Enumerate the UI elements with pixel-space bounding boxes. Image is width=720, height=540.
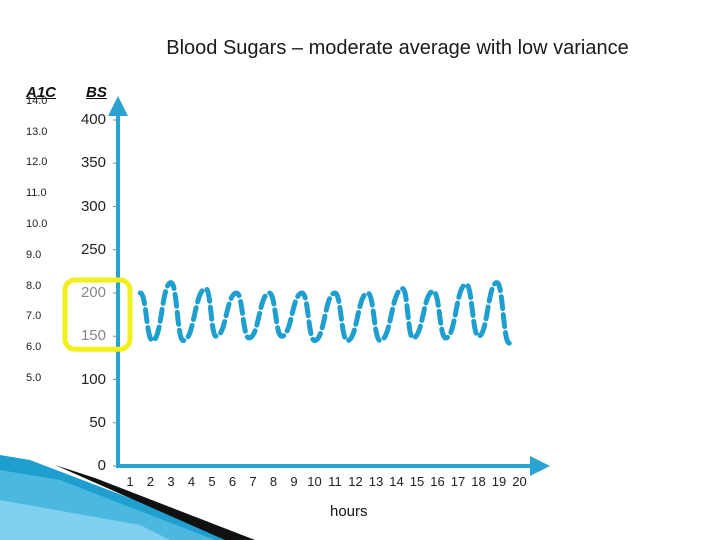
a1c-tick-label: 14.0 [26, 94, 48, 107]
x-tick-label: 15 [409, 474, 425, 489]
x-tick-label: 12 [348, 474, 363, 489]
x-tick-label: 11 [328, 474, 342, 489]
a1c-tick-label: 10.0 [26, 217, 48, 230]
a1c-tick-label: 13.0 [26, 125, 48, 138]
bs-tick-label: 50 [89, 413, 106, 431]
x-tick-label: 10 [307, 474, 322, 489]
a1c-tick-label: 11.0 [26, 187, 47, 200]
x-tick-label: 14 [389, 474, 404, 489]
x-axis-label: hours [330, 503, 368, 520]
a1c-tick-label: 7.0 [26, 310, 42, 323]
x-tick-label: 20 [512, 474, 527, 489]
a1c-tick-label: 12.0 [26, 156, 48, 169]
x-tick-label: 4 [187, 474, 196, 489]
bs-tick-label: 400 [80, 111, 106, 128]
bs-axis-label: BS [86, 84, 107, 101]
bs-tick-label: 0 [97, 457, 106, 474]
a1c-tick-label: 9.0 [26, 248, 42, 261]
bs-tick-label: 300 [80, 197, 106, 215]
x-tick-label: 18 [471, 474, 486, 489]
x-tick-label: 6 [228, 474, 237, 489]
x-tick-label: 7 [249, 474, 257, 489]
bs-tick-label: 150 [80, 327, 106, 345]
x-tick-label: 1 [126, 474, 134, 489]
a1c-tick-label: 5.0 [26, 371, 42, 384]
bs-tick-label: 100 [80, 370, 106, 388]
x-tick-label: 17 [450, 474, 466, 489]
bs-tick-label: 200 [80, 284, 106, 301]
series-line [137, 280, 512, 346]
x-tick-label: 13 [368, 474, 384, 489]
x-tick-label: 9 [290, 474, 298, 489]
x-tick-label: 3 [167, 474, 175, 489]
bs-tick-label: 250 [80, 240, 106, 258]
a1c-tick-label: 6.0 [26, 341, 42, 354]
target-range-highlight [62, 277, 133, 352]
x-tick-label: 16 [430, 474, 445, 489]
chart-title: Blood Sugars – moderate average with low… [166, 37, 629, 59]
a1c-axis-label: A1C [26, 84, 57, 101]
bs-tick-label: 350 [80, 154, 106, 172]
x-tick-label: 19 [491, 474, 507, 489]
x-tick-label: 5 [208, 474, 216, 489]
x-tick-label: 2 [146, 474, 155, 489]
x-tick-label: 8 [269, 474, 278, 489]
a1c-tick-label: 8.0 [26, 279, 42, 292]
